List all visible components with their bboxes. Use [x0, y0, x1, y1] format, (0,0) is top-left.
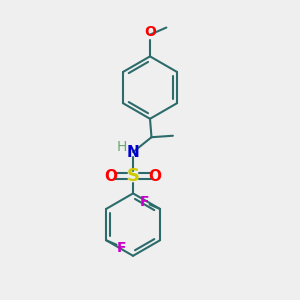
Text: S: S — [127, 167, 140, 185]
Text: O: O — [148, 169, 162, 184]
Text: O: O — [144, 25, 156, 38]
Text: F: F — [140, 195, 149, 208]
Text: F: F — [117, 241, 126, 255]
Text: O: O — [105, 169, 118, 184]
Text: H: H — [117, 140, 127, 154]
Text: N: N — [127, 145, 140, 160]
